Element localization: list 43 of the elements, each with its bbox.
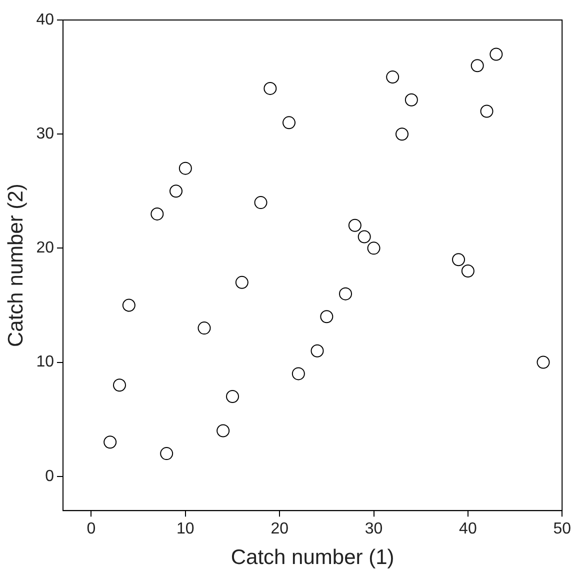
- y-tick-label: 0: [45, 468, 54, 485]
- x-tick-label: 30: [364, 520, 383, 538]
- y-tick-label: 10: [36, 354, 54, 371]
- point: [396, 128, 409, 141]
- point: [198, 322, 211, 335]
- point: [348, 218, 362, 232]
- x-tick-label: 40: [459, 520, 477, 538]
- point: [150, 207, 164, 220]
- point: [386, 70, 400, 84]
- point: [104, 436, 117, 449]
- point: [310, 344, 324, 358]
- y-tick-label: 40: [36, 11, 54, 28]
- point: [404, 93, 418, 106]
- point: [452, 253, 466, 266]
- point: [470, 59, 484, 72]
- point: [320, 310, 334, 324]
- point: [480, 104, 494, 118]
- point: [490, 48, 503, 61]
- point: [226, 390, 240, 404]
- point: [178, 162, 192, 175]
- point: [264, 82, 277, 95]
- point: [292, 367, 305, 380]
- y-axis-title: Catch number (2): [4, 184, 28, 348]
- x-tick-label: 20: [270, 520, 289, 538]
- x-tick-label: 0: [86, 520, 96, 538]
- y-tick-label: 20: [36, 240, 54, 257]
- y-tick-label: 30: [36, 126, 54, 142]
- point: [113, 378, 126, 392]
- point: [339, 287, 352, 300]
- x-axis-title: Catch number (1): [230, 546, 394, 570]
- point: [216, 424, 230, 438]
- point: [170, 184, 182, 198]
- x-tick-label: 50: [553, 520, 572, 538]
- x-tick-label: 10: [176, 520, 194, 538]
- point: [254, 196, 268, 210]
- point: [461, 264, 474, 278]
- point: [122, 298, 136, 312]
- point: [160, 447, 174, 460]
- point: [282, 116, 296, 130]
- point: [367, 242, 380, 255]
- point: [235, 276, 248, 289]
- point: [536, 356, 550, 369]
- point: [358, 230, 371, 244]
